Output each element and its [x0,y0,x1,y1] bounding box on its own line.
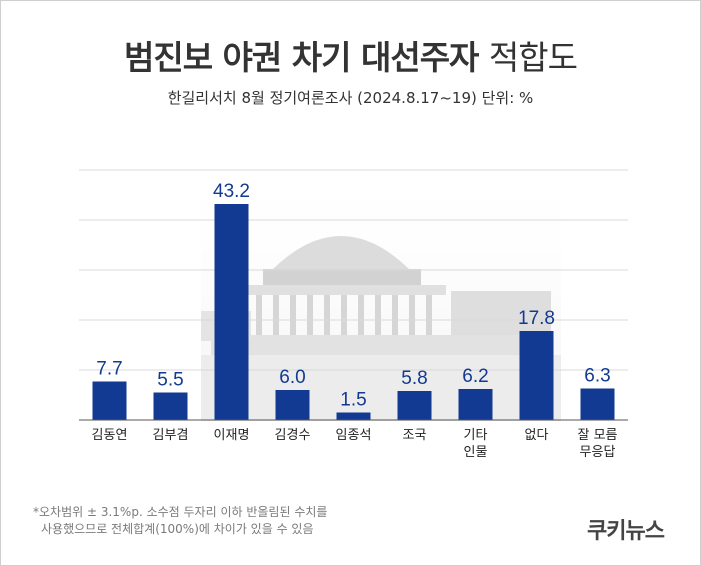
national-assembly-building-image [201,161,561,421]
bar [458,389,493,420]
category-label: 없다 [525,428,549,443]
bar-value-label: 43.2 [213,181,250,202]
value-labels: 7.7 5.5 43.2 6.0 1.5 5.8 6.2 17.8 6.3 [96,181,610,411]
category-label: 기타 인물 [464,428,488,460]
bar [519,331,554,420]
publisher-logo-text: 쿠키뉴스 [587,519,665,544]
category-label: 이재명 [214,428,250,443]
bar [214,204,249,420]
chart-title: 범진보 야권 차기 대선주자 적합도 [1,31,700,79]
bar-value-label: 5.5 [157,370,183,391]
bar-value-label: 17.8 [518,308,555,329]
bar-value-label: 6.0 [279,367,305,388]
bar [275,390,310,420]
bars [92,204,615,420]
footnote-line-2: 사용했으므로 전체합계(100%)에 차이가 있을 수 있음 [41,522,314,536]
bar [153,392,188,420]
bar [336,412,371,420]
bar [92,381,127,420]
bar-value-label: 6.3 [584,366,610,387]
chart-title-main: 범진보 야권 차기 대선주자 [123,38,479,77]
bar-value-label: 5.8 [401,368,427,389]
bar-value-label: 7.7 [96,359,122,380]
footnote-line-1: *오차범위 ± 3.1%p. 소수점 두자리 이하 반올림된 수치를 [33,505,328,519]
bar-value-label: 1.5 [340,390,366,411]
category-label: 조국 [403,428,427,443]
category-label: 김동연 [92,428,128,443]
category-labels: 김동연 김부겸 이재명 김경수 임종석 조국 기타 인물 없다 잘 모름 무응답 [92,428,618,460]
category-label: 잘 모름 무응답 [577,428,617,460]
chart-subtitle: 한길리서치 8월 정기여론조사 (2024.8.17~19) 단위: % [167,89,534,107]
bar-value-label: 6.2 [462,366,488,387]
bar [580,388,615,420]
category-label: 김부겸 [153,428,189,443]
category-label: 김경수 [275,428,311,443]
footnote: *오차범위 ± 3.1%p. 소수점 두자리 이하 반올림된 수치를 사용했으므… [33,504,327,538]
chart-title-suffix: 적합도 [488,38,578,77]
category-label: 임종석 [336,428,372,443]
bar [397,391,432,420]
